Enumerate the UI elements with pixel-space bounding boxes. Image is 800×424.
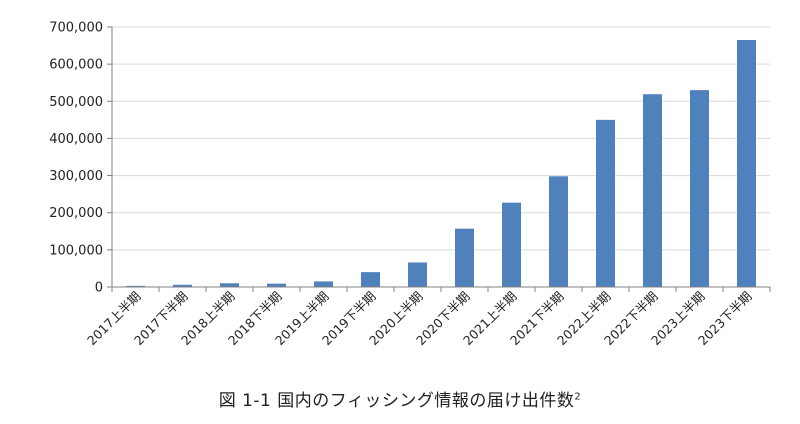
y-tick-label: 0 bbox=[95, 281, 103, 296]
bar-2021下半期 bbox=[549, 176, 568, 287]
y-tick-label: 500,000 bbox=[49, 95, 103, 110]
figure-caption: 図 1-1 国内のフィッシング情報の届け出件数2 bbox=[0, 386, 800, 411]
bar-2023下半期 bbox=[737, 40, 756, 287]
y-axis-ticks: 0 100,000 200,000 300,000 400,000 500,000 600,… bbox=[49, 21, 112, 296]
y-tick-label: 100,000 bbox=[49, 243, 103, 258]
gridlines bbox=[112, 26, 770, 251]
bar-2020上半期 bbox=[408, 262, 427, 287]
x-axis-ticks: 2017上半期2017下半期2018上半期2018下半期2019上半期2019下… bbox=[84, 287, 771, 348]
bars bbox=[126, 40, 756, 288]
bar-2021上半期 bbox=[502, 202, 521, 287]
y-tick-label: 300,000 bbox=[49, 169, 103, 184]
bar-2017上半期 bbox=[126, 285, 145, 287]
y-tick-label: 600,000 bbox=[49, 58, 103, 73]
bar-2018下半期 bbox=[267, 283, 286, 287]
bar-2019上半期 bbox=[314, 281, 333, 287]
bar-2022上半期 bbox=[596, 119, 615, 287]
caption-footnote-mark: 2 bbox=[574, 391, 582, 403]
y-tick-label: 700,000 bbox=[49, 21, 103, 36]
axes bbox=[111, 27, 770, 288]
bar-2022下半期 bbox=[643, 94, 662, 287]
y-tick-label: 400,000 bbox=[49, 132, 103, 147]
y-tick-label: 200,000 bbox=[49, 206, 103, 221]
bar-2023上半期 bbox=[690, 90, 709, 288]
chart-container: 0 100,000 200,000 300,000 400,000 500,000 600,… bbox=[49, 21, 771, 348]
caption-text: 図 1-1 国内のフィッシング情報の届け出件数 bbox=[218, 391, 575, 411]
bar-2019下半期 bbox=[361, 272, 380, 287]
bar-2020下半期 bbox=[455, 228, 474, 287]
bar-chart: 0 100,000 200,000 300,000 400,000 500,000 600,… bbox=[49, 21, 771, 348]
bar-2018上半期 bbox=[220, 283, 239, 287]
bar-2017下半期 bbox=[173, 284, 192, 287]
